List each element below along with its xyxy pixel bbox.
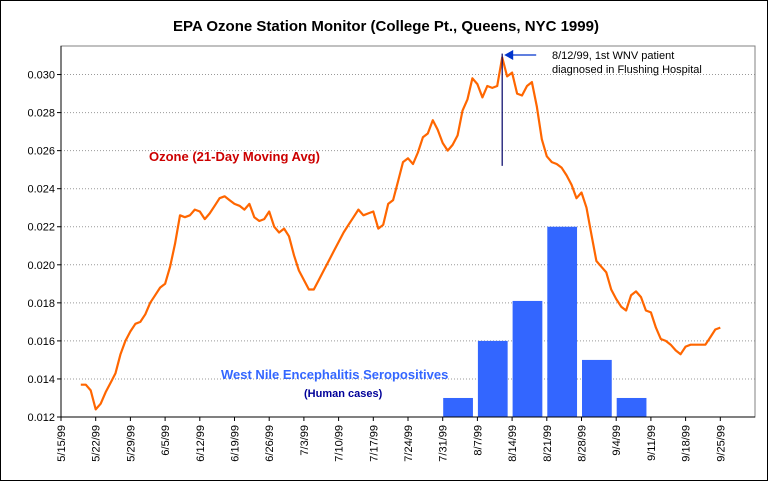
chart-title: EPA Ozone Station Monitor (College Pt., … <box>173 18 599 35</box>
y-tick-label-6: 0.024 <box>27 184 55 196</box>
x-tick-label-14: 8/21/99 <box>542 425 554 462</box>
y-tick-label-4: 0.020 <box>27 260 55 272</box>
event-arrow-head <box>504 50 514 60</box>
x-tick-label-3: 6/5/99 <box>160 425 172 456</box>
x-tick-label-12: 8/7/99 <box>472 425 484 456</box>
x-tick-label-17: 9/11/99 <box>646 425 658 461</box>
x-tick-label-2: 5/29/99 <box>125 425 137 462</box>
event-annotation-line-1: 8/12/99, 1st WNV patient <box>552 50 674 62</box>
y-tick-label-7: 0.026 <box>27 146 55 158</box>
wnv-series-sublabel: (Human cases) <box>304 388 383 400</box>
x-tick-label-5: 6/19/99 <box>230 425 242 462</box>
annotations: Ozone (21-Day Moving Avg) West Nile Ence… <box>149 50 702 400</box>
wnv-bar-2 <box>512 300 543 417</box>
x-tick-label-19: 9/25/99 <box>715 425 727 462</box>
axes: 0.012 0.014 0.016 0.018 0.020 0.022 0.024 0.026… <box>27 45 756 462</box>
bar-series <box>443 226 647 417</box>
x-tick-label-7: 7/3/99 <box>299 425 311 456</box>
x-tick-label-18: 9/18/99 <box>681 425 693 462</box>
x-tick-label-13: 8/14/99 <box>507 425 519 462</box>
x-tick-label-16: 9/4/99 <box>611 425 623 456</box>
x-tick-label-1: 5/22/99 <box>91 425 103 462</box>
ozone-series-label: Ozone (21-Day Moving Avg) <box>149 149 320 164</box>
y-tick-label-2: 0.016 <box>27 336 55 348</box>
x-tick-label-11: 7/31/99 <box>438 425 450 462</box>
event-annotation-line-2: diagnosed in Flushing Hospital <box>552 64 702 76</box>
plot-area-border <box>60 45 756 418</box>
wnv-bar-5 <box>616 397 647 417</box>
y-tick-label-5: 0.022 <box>27 222 55 234</box>
y-tick-label-9: 0.030 <box>27 70 55 82</box>
x-tick-label-9: 7/17/99 <box>368 425 380 462</box>
gridlines <box>61 74 755 380</box>
line-series <box>80 56 721 411</box>
y-tick-label-1: 0.014 <box>27 374 55 386</box>
wnv-series-label: West Nile Encephalitis Seropositives <box>221 367 448 382</box>
y-tick-label-0: 0.012 <box>27 412 55 424</box>
x-tick-label-10: 7/24/99 <box>403 425 415 462</box>
ozone-line <box>80 56 721 411</box>
x-tick-label-0: 5/15/99 <box>56 425 68 462</box>
wnv-bar-0 <box>443 397 473 417</box>
wnv-bar-4 <box>582 359 612 417</box>
y-tick-label-3: 0.018 <box>27 298 55 310</box>
wnv-bar-1 <box>477 340 508 417</box>
x-tick-label-8: 7/10/99 <box>334 425 346 462</box>
wnv-bar-3 <box>547 226 578 417</box>
y-tick-label-8: 0.028 <box>27 108 55 120</box>
x-tick-label-15: 8/28/99 <box>577 425 589 462</box>
x-tick-label-6: 6/26/99 <box>264 425 276 462</box>
x-tick-label-4: 6/12/99 <box>195 425 207 462</box>
